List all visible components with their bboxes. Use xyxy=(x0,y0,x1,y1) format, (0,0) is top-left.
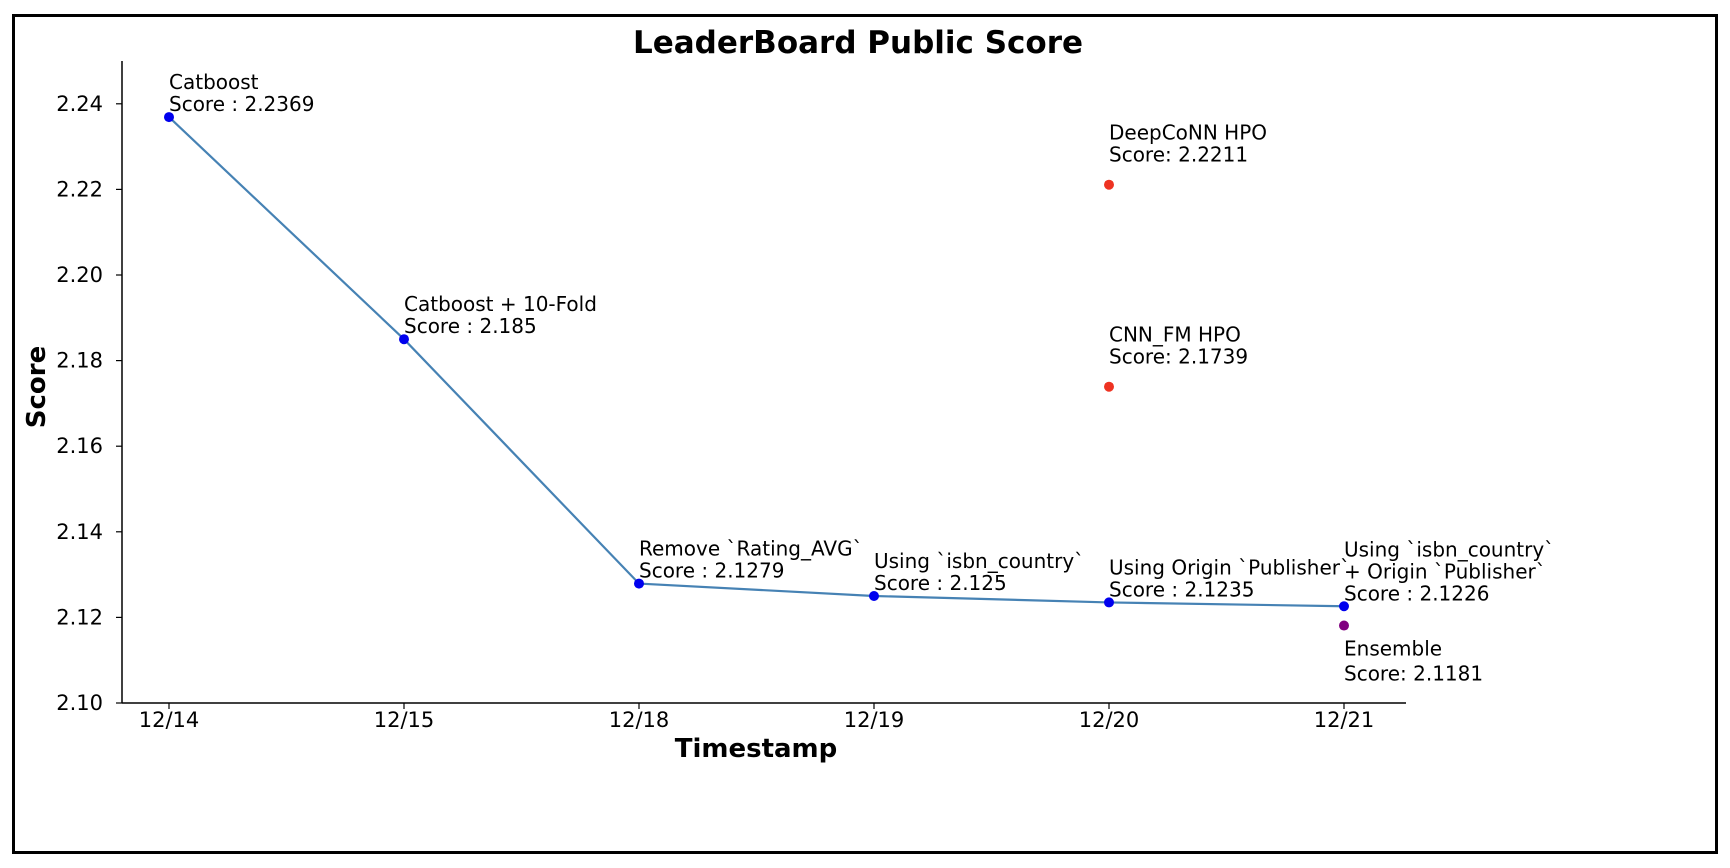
extra-point-annotation: Score: 2.2211 xyxy=(1109,143,1248,167)
extra-point xyxy=(1339,620,1349,631)
data-point xyxy=(634,578,644,589)
data-point xyxy=(1104,597,1114,608)
data-point xyxy=(1339,601,1349,612)
x-tick-label: 12/19 xyxy=(844,708,905,732)
x-tick-label: 12/21 xyxy=(1314,708,1375,732)
point-annotation: Using Origin `Publisher` xyxy=(1109,555,1350,579)
y-tick-label: 2.22 xyxy=(56,177,103,201)
x-tick-label: 12/15 xyxy=(374,708,435,732)
extra-point-annotation: DeepCoNN HPO xyxy=(1109,121,1267,145)
x-tick-label: 12/18 xyxy=(609,708,670,732)
extra-point-annotation: Score: 2.1181 xyxy=(1344,662,1483,686)
point-annotation: Score : 2.1279 xyxy=(639,559,784,583)
x-axis-title: Timestamp xyxy=(675,734,838,764)
x-ticks: 12/14 12/15 12/18 12/19 12/20 12/21 xyxy=(139,703,1375,732)
chart-frame: LeaderBoard Public Score 2.10 2.12 2.14 2.1… xyxy=(12,14,1718,854)
series-line xyxy=(168,116,1345,608)
y-ticks: 2.10 2.12 2.14 2.16 2.18 2.20 2.22 2.24 xyxy=(56,92,122,715)
extra-point xyxy=(1104,179,1114,190)
point-annotation: Using `isbn_country` xyxy=(1344,537,1554,561)
y-tick-label: 2.20 xyxy=(56,263,103,287)
point-annotation: Score : 2.2369 xyxy=(169,92,314,116)
point-annotation: Score : 2.125 xyxy=(874,571,1007,595)
data-point xyxy=(164,112,174,123)
point-annotation: Using `isbn_country` xyxy=(874,549,1084,573)
y-tick-label: 2.24 xyxy=(56,92,103,116)
y-tick-label: 2.12 xyxy=(56,605,103,629)
point-annotation: Score : 2.1226 xyxy=(1344,581,1489,605)
point-annotation: Score : 2.185 xyxy=(404,314,537,338)
score-line-chart: LeaderBoard Public Score 2.102.122.142.1… xyxy=(22,25,1554,764)
data-point xyxy=(869,591,879,601)
point-annotation: + Origin `Publisher` xyxy=(1344,559,1546,583)
point-annotation: Remove `Rating_AVG` xyxy=(639,537,863,561)
y-tick-label: 2.16 xyxy=(56,434,103,458)
point-annotation: Catboost + 10-Fold xyxy=(404,292,597,316)
y-tick-label: 2.14 xyxy=(56,520,103,544)
extra-point-annotation: Score: 2.1739 xyxy=(1109,345,1248,369)
point-annotation: Score : 2.1235 xyxy=(1109,577,1254,601)
y-tick-label: 2.18 xyxy=(56,349,103,373)
extra-point-annotation: Ensemble xyxy=(1344,637,1442,661)
point-annotation: Catboost xyxy=(169,70,259,94)
x-tick-label: 12/20 xyxy=(1079,708,1140,732)
data-point xyxy=(399,334,409,345)
extra-point xyxy=(1104,381,1114,392)
x-tick-label: 12/14 xyxy=(139,708,200,732)
chart-title: LeaderBoard Public Score xyxy=(633,25,1083,61)
y-tick-label: 2.10 xyxy=(56,691,103,715)
extra-point-annotation: CNN_FM HPO xyxy=(1109,323,1241,347)
y-axis-title: Score xyxy=(22,346,52,428)
